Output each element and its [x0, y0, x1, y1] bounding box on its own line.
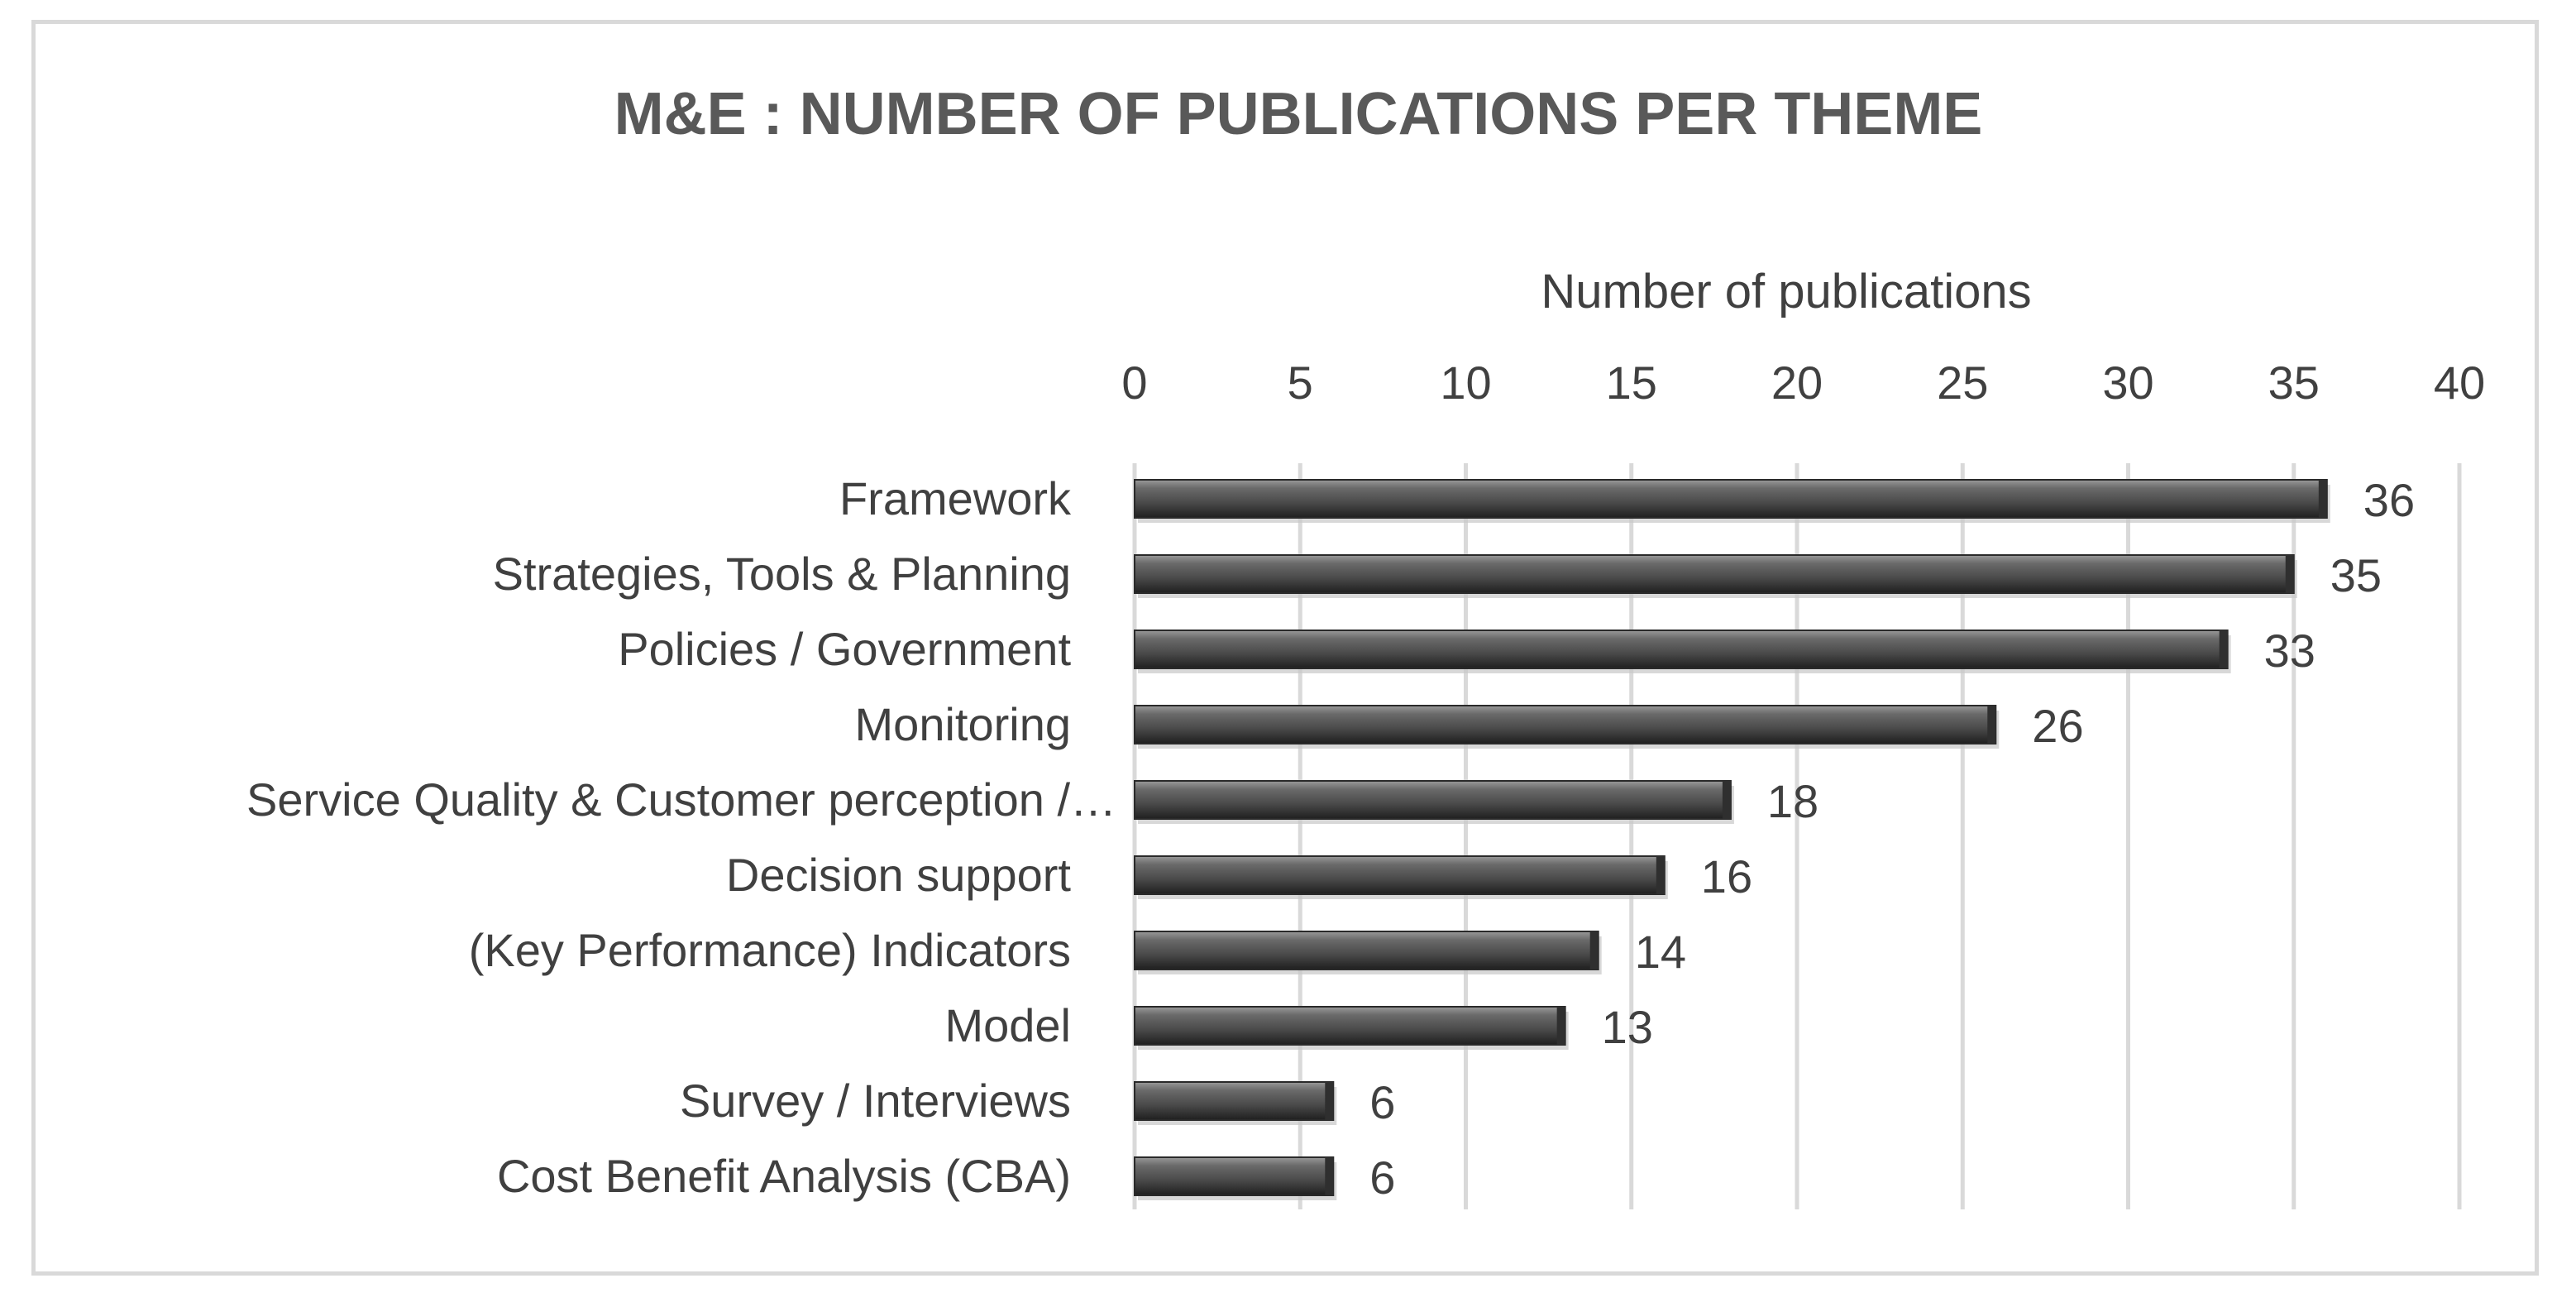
bar-end-cap: [1556, 1007, 1565, 1045]
data-label: 16: [1701, 850, 1752, 902]
category-label: Survey / Interviews: [680, 1075, 1071, 1127]
category-label: Service Quality & Customer perception /…: [246, 773, 1116, 826]
category-label: Policies / Government: [618, 623, 1071, 675]
category-label: Model: [944, 999, 1071, 1051]
bars: [1134, 479, 2330, 1200]
bar-end-cap: [1325, 1157, 1334, 1195]
bar: [1134, 931, 1599, 970]
bar: [1134, 479, 2328, 519]
bar: [1134, 780, 1732, 820]
chart-title: M&E : NUMBER OF PUBLICATIONS PER THEME: [614, 81, 1983, 147]
data-label: 36: [2363, 474, 2415, 526]
bar-end-cap: [2285, 555, 2294, 593]
x-tick-label: 5: [1288, 357, 1313, 409]
data-label: 6: [1369, 1076, 1395, 1128]
data-label: 26: [2032, 700, 2083, 752]
category-label: Monitoring: [855, 698, 1071, 750]
bar: [1134, 855, 1666, 895]
x-axis-ticks: 0 5 10 15 20 25 30 35 40: [1121, 357, 2485, 409]
bar-end-cap: [1987, 706, 1996, 744]
x-tick-label: 40: [2434, 357, 2485, 409]
category-label: Decision support: [726, 849, 1072, 901]
data-label: 13: [1602, 1001, 1653, 1053]
bar: [1134, 630, 2229, 669]
category-label: Cost Benefit Analysis (CBA): [497, 1150, 1071, 1202]
bar-end-cap: [1325, 1082, 1334, 1120]
bar-end-cap: [2318, 480, 2327, 518]
bar: [1134, 1156, 1335, 1196]
bar: [1134, 554, 2295, 594]
category-label: Framework: [839, 472, 1072, 524]
x-tick-label: 0: [1121, 357, 1147, 409]
bar-end-cap: [1589, 931, 1599, 969]
x-tick-label: 10: [1440, 357, 1491, 409]
category-label: Strategies, Tools & Planning: [493, 548, 1071, 600]
bar-end-cap: [1656, 856, 1665, 894]
data-labels: 36 35 33 26 18 16 14 13 6 6: [1369, 474, 2415, 1204]
data-label: 6: [1369, 1151, 1395, 1204]
bar: [1134, 1006, 1566, 1046]
bar-end-cap: [1722, 781, 1731, 819]
data-label: 18: [1767, 775, 1818, 827]
x-axis-title: Number of publications: [1541, 265, 2031, 318]
bar-end-cap: [2219, 630, 2228, 668]
data-label: 33: [2264, 625, 2316, 677]
x-tick-label: 20: [1771, 357, 1823, 409]
x-tick-label: 25: [1937, 357, 1988, 409]
bar: [1134, 705, 1997, 744]
category-labels: Framework Strategies, Tools & Planning Pol…: [246, 472, 1116, 1202]
data-label: 14: [1635, 926, 1686, 978]
data-label: 35: [2330, 549, 2382, 601]
x-tick-label: 15: [1606, 357, 1657, 409]
category-label: (Key Performance) Indicators: [469, 924, 1071, 976]
x-tick-label: 30: [2102, 357, 2153, 409]
bar: [1134, 1081, 1335, 1121]
x-tick-label: 35: [2268, 357, 2320, 409]
